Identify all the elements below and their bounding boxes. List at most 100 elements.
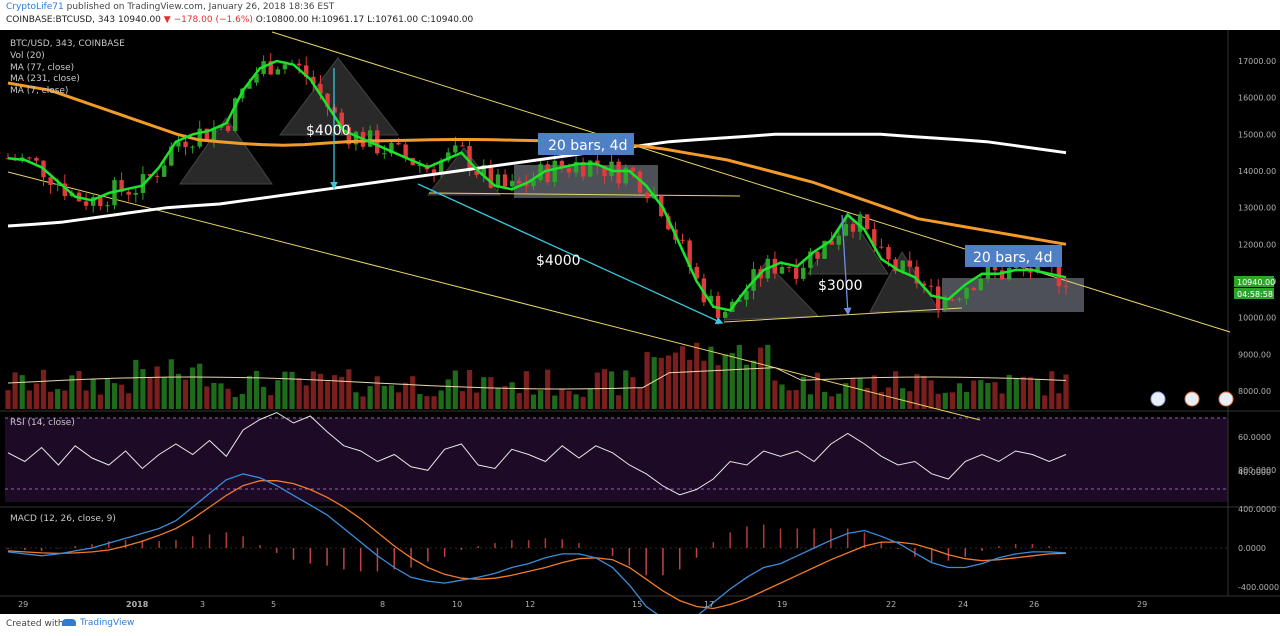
volume-bar [992, 382, 998, 409]
annotation-4000-top[interactable]: $4000 [306, 123, 351, 139]
legend-ma77[interactable]: MA (77, close) [10, 63, 74, 73]
volume-bar [140, 369, 146, 409]
time-tick-label: 5 [271, 600, 276, 609]
candle-bear [1063, 286, 1069, 288]
candle-bull [353, 131, 359, 145]
legend-ma7[interactable]: MA (7, close) [10, 86, 68, 96]
volume-bar [438, 390, 444, 409]
measure-arrow-3[interactable] [841, 214, 852, 316]
time-tick-label: 24 [958, 600, 968, 609]
volume-bar [1027, 377, 1034, 409]
candle-bull [389, 142, 394, 154]
pattern-triangle [869, 251, 941, 313]
candle-bear [183, 141, 188, 148]
macd-series [7, 473, 1067, 614]
time-tick-label: 15 [632, 600, 642, 609]
candle-bear [666, 216, 671, 230]
volume-bar [253, 370, 260, 409]
volume-bar [857, 378, 863, 409]
price-tick-label: 13000.00 [1238, 204, 1276, 213]
volume-bar [800, 376, 806, 409]
volume-bar [360, 396, 366, 409]
candle-bull [233, 98, 238, 131]
volume-bar [729, 353, 735, 409]
label-box-1[interactable] [538, 133, 634, 155]
annotation-3000[interactable]: $3000 [818, 278, 863, 294]
volume-bar [1056, 393, 1062, 409]
time-tick-label: 2018 [126, 600, 149, 609]
candle-bull [538, 164, 543, 181]
time-tick-label: 12 [525, 600, 535, 609]
volume-bar [559, 388, 565, 409]
volume-bar [190, 367, 196, 409]
price-change: ▼ −178.00 (−1.6%) [163, 15, 253, 25]
candle-bull [282, 64, 288, 70]
measure-arrow-2[interactable] [417, 183, 724, 324]
legend-macd[interactable]: MACD (12, 26, close, 9) [10, 514, 116, 524]
tradingview-brand[interactable]: TradingView [62, 618, 134, 628]
volume-bar [495, 387, 501, 409]
candle-bear [339, 112, 344, 128]
legend-volume[interactable]: Vol (20) [10, 51, 45, 61]
candle-bear [644, 192, 650, 199]
label-20-bars-2: 20 bars, 4d [973, 250, 1052, 266]
volume-bar [523, 371, 529, 409]
price-tick-label: 8000.00 [1238, 387, 1271, 396]
rsi-tick-label: 60.0000 [1238, 433, 1271, 442]
signal-line [7, 480, 1067, 610]
candle-bull [744, 290, 749, 300]
volume-bar [793, 390, 799, 409]
price-tick-label: 15000.00 [1238, 130, 1276, 139]
price-tick-label: 14000.00 [1238, 167, 1276, 176]
author-link[interactable]: CryptoLife71 [6, 2, 64, 12]
event-icon-3[interactable] [1218, 391, 1234, 407]
volume-bars [5, 342, 1069, 409]
volume-bar [339, 376, 345, 409]
volume-bar [786, 390, 792, 409]
event-icon-1[interactable] [1150, 391, 1166, 407]
ma231-line [7, 132, 1067, 228]
trendline [723, 307, 963, 323]
volume-bar [1042, 395, 1048, 409]
candle-bull [573, 162, 579, 173]
candle-bull [822, 240, 827, 259]
volume-bar [935, 393, 941, 409]
volume-bar [516, 393, 522, 409]
candle-bull [446, 152, 451, 161]
time-tick-label: 8 [380, 600, 385, 609]
created-with-text: Created with [6, 619, 64, 629]
volume-bar [892, 371, 899, 409]
countdown-tag [1234, 288, 1274, 299]
candle-bear [786, 266, 792, 268]
macd-tick-label: 400.0000 [1238, 505, 1276, 514]
candle-bear [630, 167, 636, 172]
volume-bar [843, 383, 849, 409]
ohlc-values: O:10800.00 H:10961.17 L:10761.00 C:10940… [255, 15, 474, 25]
volume-bar [836, 393, 842, 409]
volume-bar [672, 352, 679, 409]
legend-rsi[interactable]: RSI (14, close) [10, 418, 75, 428]
volume-bar [1020, 376, 1026, 409]
label-box-2[interactable] [965, 245, 1062, 267]
annotation-4000-mid[interactable]: $4000 [536, 253, 581, 269]
trendlines [7, 31, 1231, 421]
trendline [271, 31, 1231, 333]
volume-bar [829, 396, 835, 409]
candle-bear [602, 166, 607, 176]
candle-bear [879, 246, 884, 248]
chart-canvas[interactable]: 8000.009000.0010000.0011000.0012000.0013… [0, 30, 1280, 614]
volume-bar [168, 359, 174, 409]
legend-ma231[interactable]: MA (231, close) [10, 74, 80, 84]
event-icon-2[interactable] [1184, 391, 1200, 407]
time-tick-label: 29 [1137, 600, 1147, 609]
volume-bar [97, 394, 103, 409]
volume-bar [978, 380, 984, 409]
candle-bear [318, 84, 323, 94]
volume-bar [623, 370, 629, 409]
volume-bar [1063, 374, 1069, 409]
volume-bar [999, 393, 1005, 409]
candle-bull [531, 180, 536, 187]
candle-bear [396, 142, 401, 145]
volume-bar [637, 387, 643, 409]
legend-main[interactable]: BTC/USD, 343, COINBASE [10, 39, 125, 49]
